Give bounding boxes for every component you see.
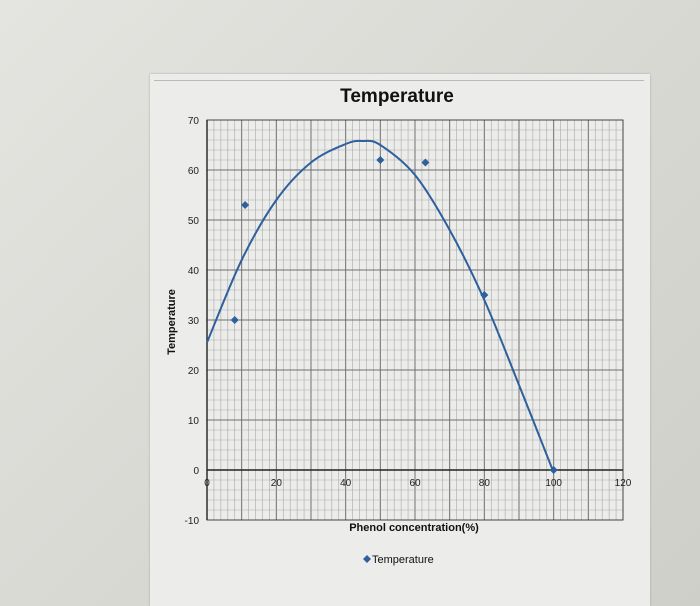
data-point bbox=[421, 158, 430, 167]
data-point bbox=[230, 316, 239, 324]
x-tick-label: 20 bbox=[271, 478, 283, 489]
legend-marker bbox=[363, 555, 371, 563]
data-point bbox=[241, 201, 250, 209]
x-tick-label: 80 bbox=[479, 478, 491, 489]
x-tick-label: 40 bbox=[340, 478, 352, 489]
trendline-group bbox=[206, 139, 555, 473]
legend: Temperature bbox=[363, 554, 434, 566]
y-tick-label: 60 bbox=[188, 166, 200, 177]
data-point bbox=[549, 466, 558, 474]
y-tick-label: 0 bbox=[193, 466, 199, 477]
y-tick-label: 30 bbox=[188, 316, 200, 327]
y-tick-label: 40 bbox=[188, 266, 200, 277]
data-point bbox=[480, 291, 489, 299]
legend-label: Temperature bbox=[372, 554, 434, 566]
y-tick-label: -10 bbox=[185, 516, 200, 527]
chart-title: Temperature bbox=[340, 86, 454, 107]
y-tick-label: 20 bbox=[188, 366, 200, 377]
y-tick-label: 10 bbox=[188, 416, 200, 427]
x-tick-label: 60 bbox=[409, 478, 421, 489]
data-points bbox=[230, 156, 558, 474]
paper-border-line bbox=[154, 80, 644, 81]
x-tick-label: 100 bbox=[545, 478, 562, 489]
y-tick-label: 70 bbox=[188, 116, 200, 127]
y-axis-label: Temperature bbox=[166, 289, 178, 355]
y-tick-label: 50 bbox=[188, 216, 200, 227]
chart-grid bbox=[206, 119, 624, 521]
x-tick-label: 120 bbox=[615, 478, 632, 489]
trendline bbox=[206, 139, 555, 473]
x-tick-label: 0 bbox=[204, 478, 210, 489]
data-point bbox=[376, 156, 385, 164]
x-axis-label: Phenol concentration(%) bbox=[349, 522, 479, 534]
